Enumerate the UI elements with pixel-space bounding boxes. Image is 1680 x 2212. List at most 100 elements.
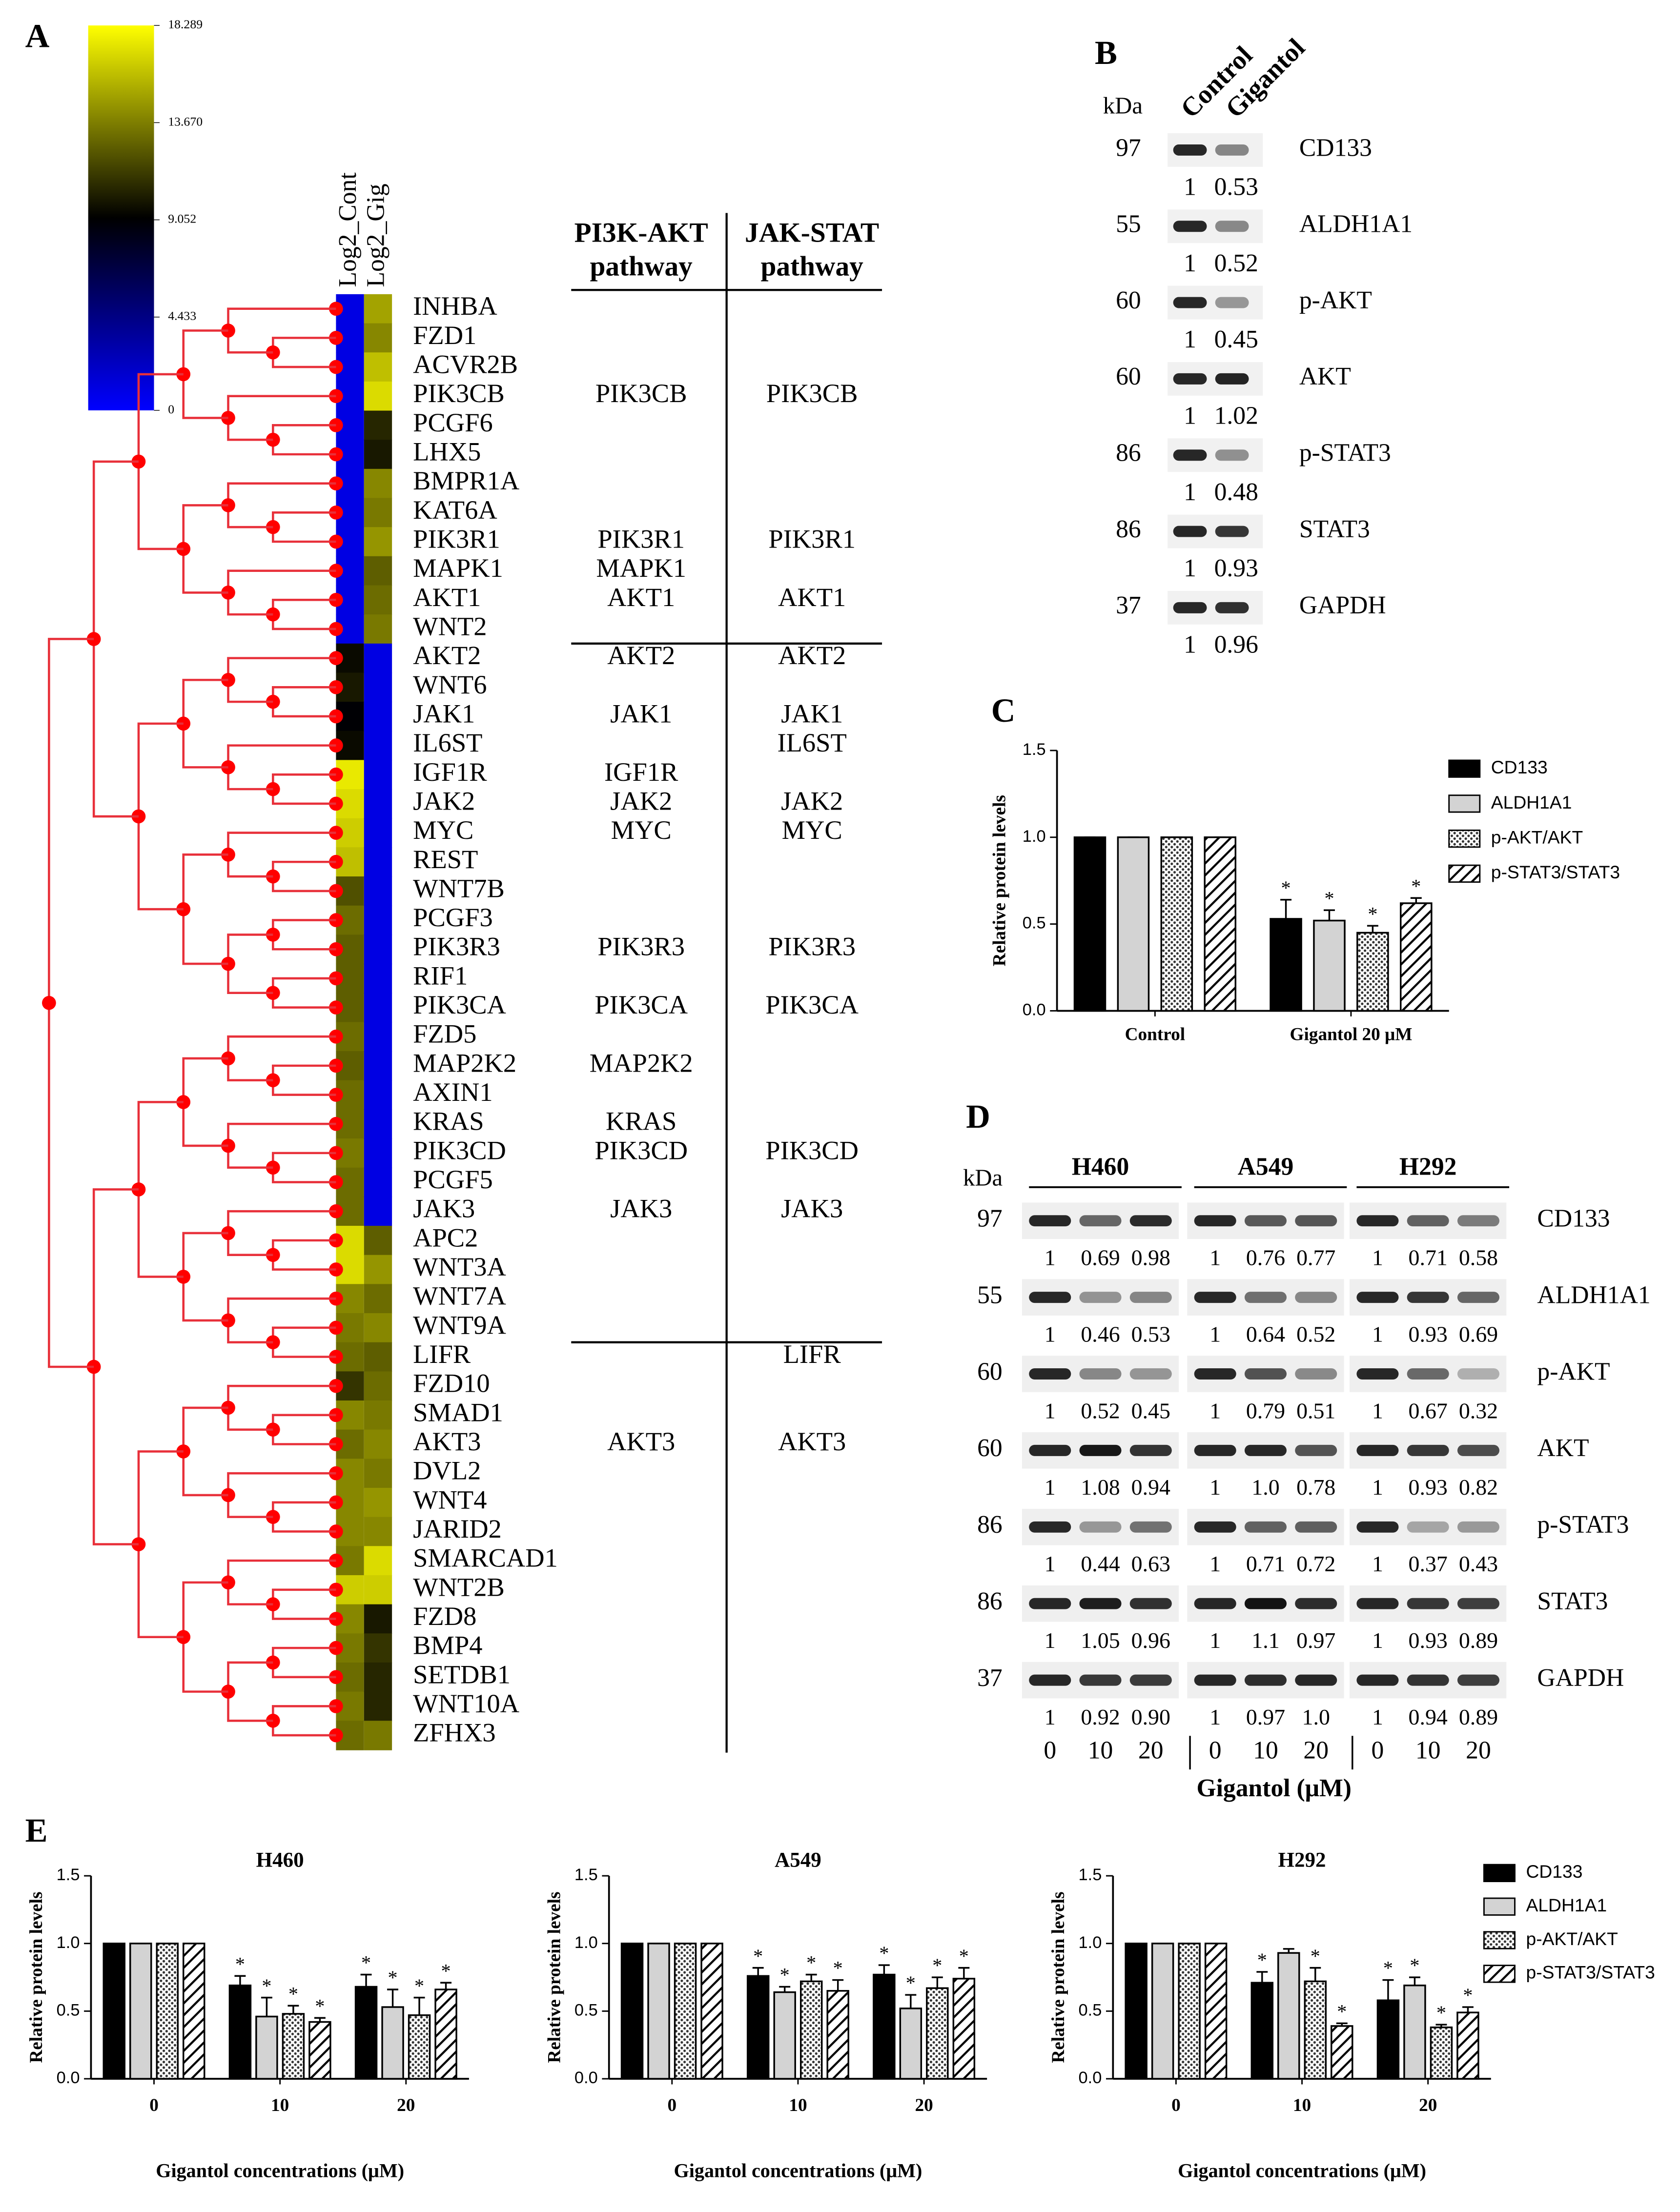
y-tick-label: 0.0 (1079, 2069, 1102, 2087)
table-cell: AKT3 (607, 1426, 675, 1456)
heatmap-cell (364, 1400, 392, 1430)
significance-marker: * (1463, 1984, 1473, 2006)
dose-label: 20 (1466, 1737, 1491, 1765)
panel-label: C (991, 692, 1016, 729)
blot-band (1173, 526, 1207, 537)
dendrogram-node (329, 302, 343, 316)
ratio-label: 1.0 (1302, 1705, 1330, 1729)
dendrogram-node (329, 1262, 343, 1277)
dendrogram-node (329, 1379, 343, 1393)
significance-marker: * (441, 1960, 451, 1982)
bar (1204, 836, 1237, 1012)
kda-label: 97 (977, 1205, 1003, 1233)
blot-band (1295, 1674, 1337, 1686)
bar (1400, 902, 1433, 1012)
gene-label: WNT2 (413, 611, 487, 641)
blot-band (1356, 1215, 1399, 1227)
x-tick-label: 0 (149, 2095, 159, 2115)
blot-band (1173, 602, 1207, 613)
gene-label: BMP4 (413, 1630, 482, 1660)
bar (308, 2021, 331, 2080)
bar (952, 1978, 976, 2080)
gene-label: KAT6A (413, 495, 497, 525)
dendrogram-node (329, 1641, 343, 1655)
dendrogram-node (329, 1291, 343, 1306)
ratio-label: 0.72 (1296, 1551, 1335, 1576)
ratio-label: 0.77 (1296, 1245, 1335, 1270)
table-cell: AKT2 (778, 640, 846, 670)
gene-label: MAPK1 (413, 553, 503, 583)
blot-band (1215, 602, 1249, 613)
ratio-label: 1 (1184, 478, 1196, 506)
kda-label: 86 (1116, 439, 1141, 467)
bar (674, 1942, 697, 2080)
bar (183, 1942, 205, 2080)
table-cell: AKT2 (607, 640, 675, 670)
blot-band (1194, 1215, 1236, 1227)
significance-marker: * (806, 1952, 816, 1974)
gene-label: PIK3CB (413, 378, 505, 408)
dendrogram-node (329, 1728, 343, 1743)
heatmap-cell (364, 440, 392, 469)
ratio-label: 1 (1045, 1551, 1056, 1576)
heatmap-cell (364, 731, 392, 761)
chart-title: H292 (1278, 1848, 1326, 1871)
dendrogram-branch (272, 1705, 336, 1737)
heatmap-cell (364, 1167, 392, 1197)
kda-label: 60 (1116, 363, 1141, 390)
table-cell: IL6ST (778, 728, 847, 757)
bar (620, 1942, 644, 2080)
protein-label: p-AKT (1537, 1358, 1610, 1385)
ratio-label: 0.93 (1409, 1475, 1448, 1500)
panel-label: A (25, 18, 50, 55)
ratio-label: 0.92 (1081, 1705, 1120, 1729)
ratio-label: 0.69 (1459, 1321, 1498, 1346)
table-cell: KRAS (606, 1106, 676, 1136)
heatmap-cell (364, 352, 392, 382)
y-tick-label: 1.5 (57, 1866, 80, 1884)
kda-label: 60 (977, 1358, 1003, 1385)
dendrogram-branch (227, 657, 336, 703)
dendrogram-node (329, 1175, 343, 1189)
colorbar-tick-label: 4.433 (168, 309, 196, 323)
blot-band (1215, 449, 1249, 461)
heatmap-cell (364, 643, 392, 673)
significance-marker: * (1337, 2000, 1347, 2022)
kda-label: 37 (1116, 591, 1141, 619)
blot-band (1129, 1368, 1172, 1380)
blot-band (1173, 373, 1207, 385)
significance-marker: * (235, 1953, 245, 1975)
gene-label: SETDB1 (413, 1659, 511, 1689)
dendrogram-node (329, 1495, 343, 1510)
blot-band (1244, 1521, 1287, 1533)
significance-marker: * (1311, 1945, 1320, 1967)
dendrogram-node (329, 796, 343, 811)
gene-label: SMARCAD1 (413, 1543, 558, 1573)
blot-band (1129, 1292, 1172, 1303)
dendrogram-branch (272, 1414, 336, 1445)
dendrogram-node (329, 1146, 343, 1160)
heatmap-cell (364, 1575, 392, 1605)
x-tick-label: Gigantol 20 μM (1290, 1025, 1412, 1045)
legend-swatch (1448, 830, 1481, 848)
x-tick-label: Control (1125, 1025, 1186, 1045)
significance-marker: * (262, 1975, 271, 1997)
legend-label: p-AKT/AKT (1526, 1928, 1618, 1949)
dendrogram-node (329, 360, 343, 374)
heatmap-cell (364, 1051, 392, 1081)
dendrogram-node (329, 826, 343, 840)
bar (1277, 1952, 1300, 2080)
heatmap-cell (364, 1487, 392, 1518)
ratio-label: 1 (1045, 1475, 1056, 1500)
gene-label: WNT7B (413, 873, 505, 903)
blot-band (1457, 1215, 1499, 1227)
significance-marker: * (753, 1945, 763, 1967)
protein-label: STAT3 (1537, 1587, 1608, 1615)
heatmap-cell (364, 876, 392, 906)
table-cell: JAK3 (610, 1194, 672, 1223)
table-cell: MAP2K2 (590, 1048, 693, 1077)
y-axis-label: Relative protein levels (989, 795, 1009, 966)
ratio-label: 1 (1045, 1245, 1056, 1270)
dendrogram-branch (227, 1559, 336, 1605)
legend-swatch (1483, 1965, 1516, 1983)
